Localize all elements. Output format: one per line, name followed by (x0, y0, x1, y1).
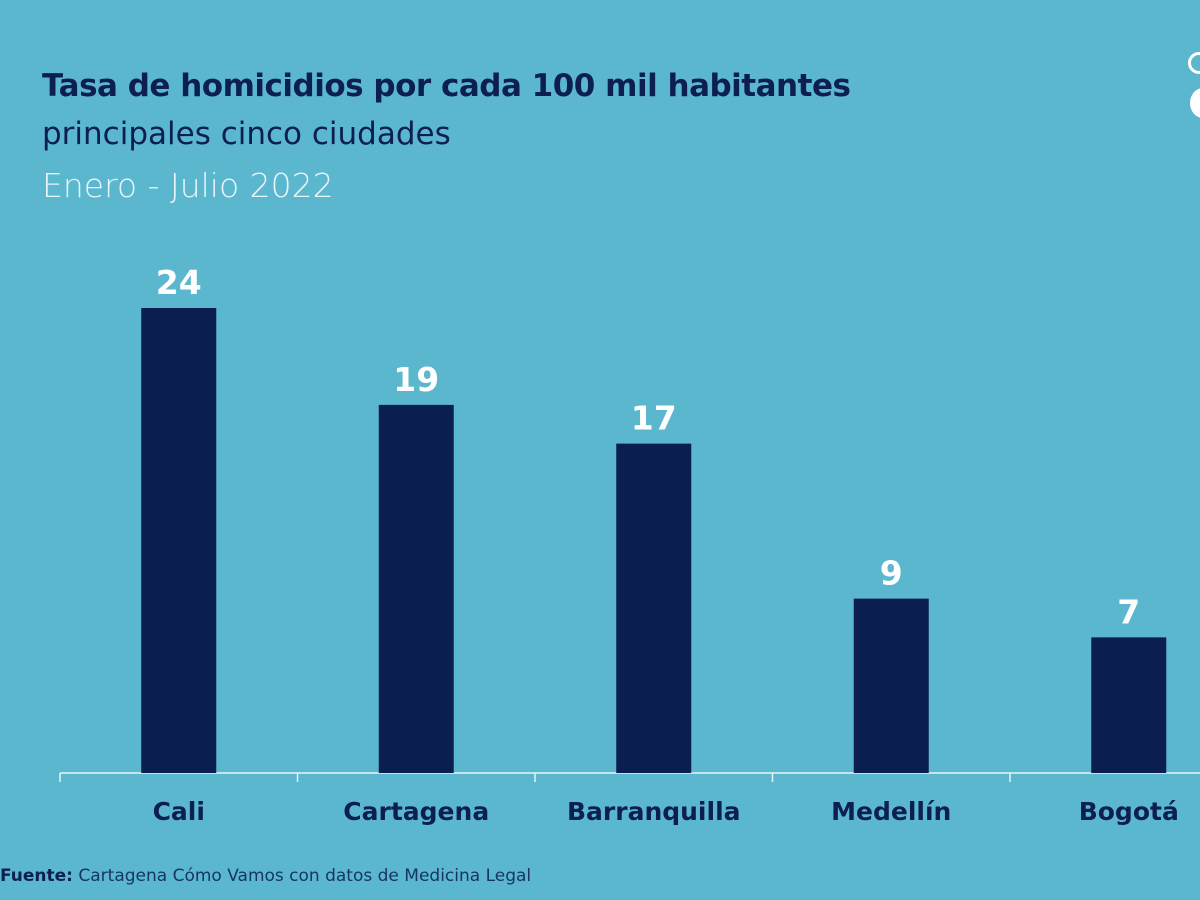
bar-4 (1091, 637, 1167, 773)
bar-1 (378, 404, 454, 773)
data-label: 19 (393, 360, 439, 399)
bar-2 (616, 443, 692, 773)
data-label: 17 (631, 399, 677, 438)
source-text: Cartagena Cómo Vamos con datos de Medici… (78, 866, 532, 886)
x-tick-label: Cartagena (343, 797, 489, 826)
x-tick-label: Barranquilla (567, 797, 741, 826)
data-label: 9 (880, 554, 903, 593)
bar-3 (853, 598, 929, 773)
x-tick-label: Cali (153, 797, 205, 826)
data-label: 7 (1117, 592, 1140, 631)
source-note: Fuente: Cartagena Cómo Vamos con datos d… (0, 866, 531, 886)
x-tick-label: Bogotá (1079, 797, 1179, 826)
x-tick-label: Medellín (831, 797, 951, 826)
logo-ring (1188, 52, 1200, 74)
bar-0 (141, 308, 217, 773)
logo-dot (1190, 88, 1200, 118)
source-label: Fuente: (0, 866, 73, 886)
chart-subtitle: principales cinco ciudades (42, 116, 451, 152)
data-label: 24 (156, 263, 202, 302)
chart-title: Tasa de homicidios por cada 100 mil habi… (42, 68, 851, 104)
chart-period: Enero - Julio 2022 (42, 166, 334, 205)
